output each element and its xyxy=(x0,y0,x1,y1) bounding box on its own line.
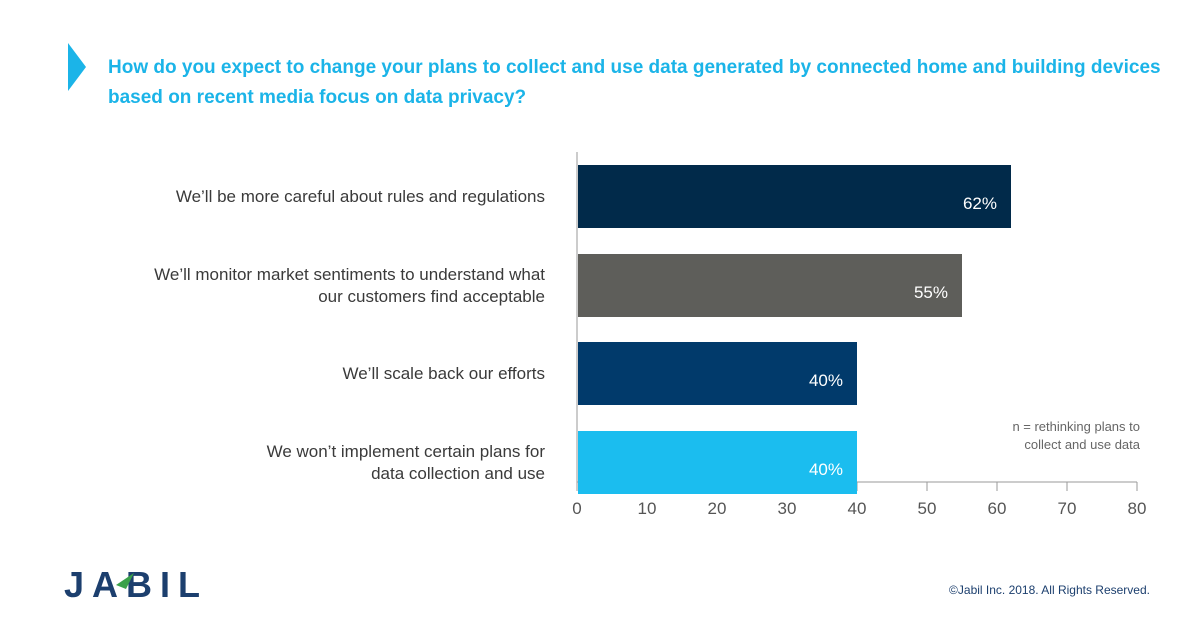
x-tick-label: 40 xyxy=(847,499,867,518)
category-label: We’ll scale back our efforts xyxy=(105,363,545,385)
x-tick-label: 60 xyxy=(987,499,1007,518)
x-tick-label: 10 xyxy=(637,499,657,518)
title-marker-icon xyxy=(68,43,86,91)
x-tick-label: 50 xyxy=(917,499,937,518)
category-label-line: We won’t implement certain plans for xyxy=(266,441,545,461)
chart-title: How do you expect to change your plans t… xyxy=(108,57,1161,108)
bar-value-label: 40% xyxy=(808,371,843,390)
bar-value-label: 55% xyxy=(913,283,948,302)
bar xyxy=(578,431,857,494)
x-tick-label: 0 xyxy=(572,499,582,518)
bar-value-label: 40% xyxy=(808,460,843,479)
logo-text: JABIL xyxy=(64,565,208,605)
x-tick-label: 30 xyxy=(777,499,797,518)
x-tick-label: 80 xyxy=(1127,499,1147,518)
category-label-line: We’ll scale back our efforts xyxy=(342,363,545,383)
x-tick-label: 70 xyxy=(1057,499,1077,518)
x-tick-label: 20 xyxy=(707,499,727,518)
copyright-text: ©Jabil Inc. 2018. All Rights Reserved. xyxy=(949,583,1150,597)
logo-accent-icon xyxy=(116,573,134,589)
jabil-logo: JABIL xyxy=(64,565,208,605)
bar xyxy=(578,165,1011,228)
bar xyxy=(578,342,857,405)
bar xyxy=(578,254,962,317)
category-label-line: We’ll be more careful about rules and re… xyxy=(175,186,545,206)
category-label: We’ll be more careful about rules and re… xyxy=(105,186,545,208)
category-label-line: data collection and use xyxy=(371,463,545,483)
category-label-line: our customers find acceptable xyxy=(318,286,545,306)
bar-value-label: 62% xyxy=(962,194,997,213)
sample-note: n = rethinking plans to collect and use … xyxy=(1012,419,1140,452)
category-label: We’ll monitor market sentiments to under… xyxy=(105,264,545,308)
category-label-line: We’ll monitor market sentiments to under… xyxy=(154,264,545,284)
category-label: We won’t implement certain plans for data… xyxy=(105,441,545,485)
